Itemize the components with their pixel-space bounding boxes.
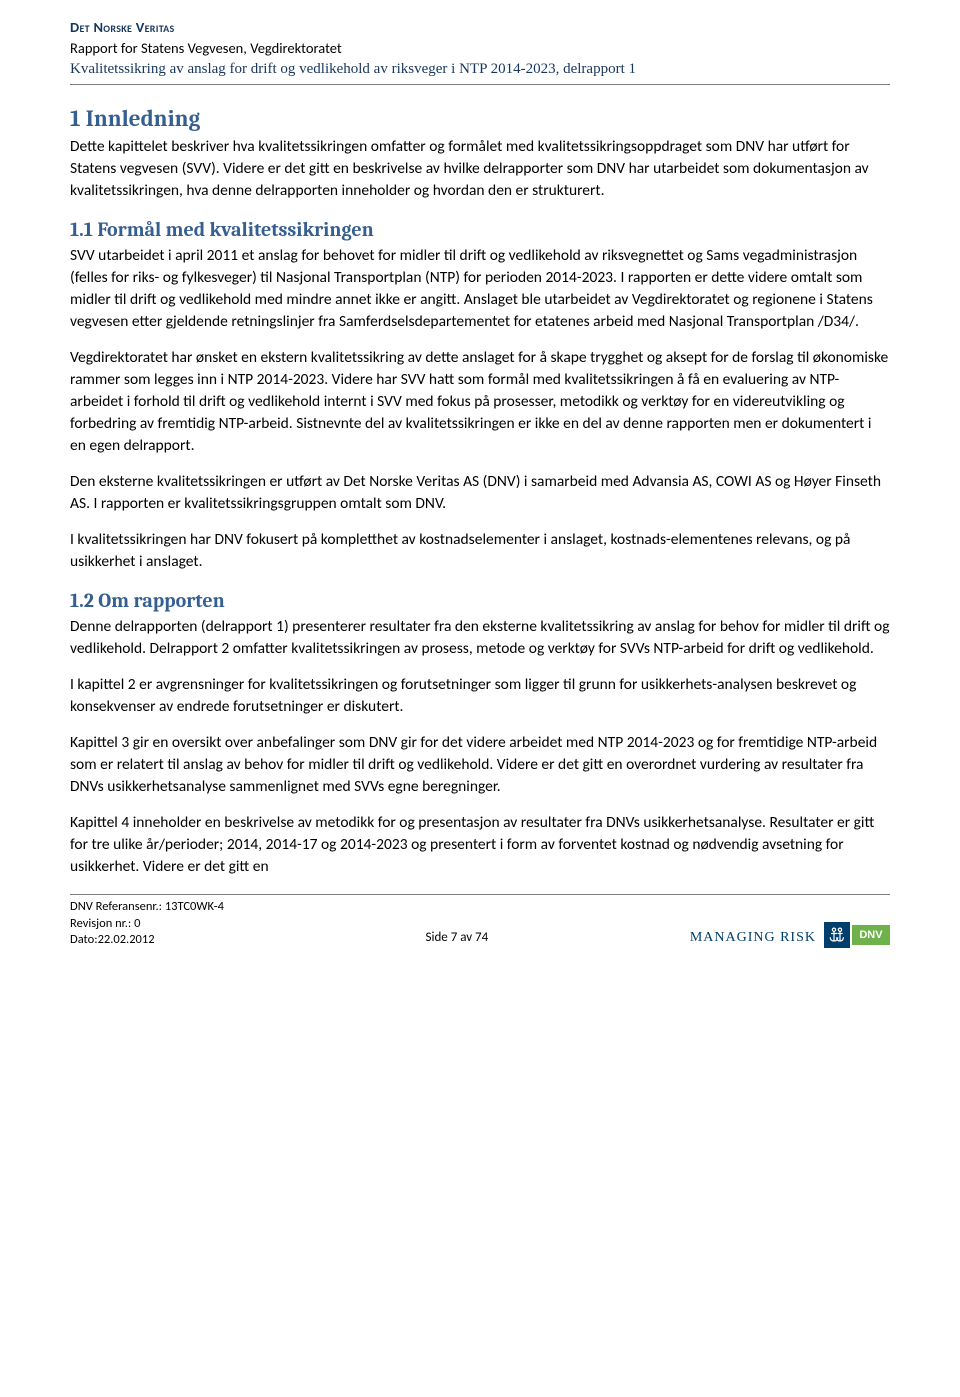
- footer-ref: DNV Referansenr.: 13TC0WK-4: [70, 899, 224, 915]
- section-1-2-p1: Denne delrapporten (delrapport 1) presen…: [70, 616, 890, 660]
- footer-left: DNV Referansenr.: 13TC0WK-4 Revisjon nr.…: [70, 899, 224, 948]
- footer-date: Dato:22.02.2012: [70, 932, 224, 948]
- section-1-title: 1 Innledning: [70, 103, 890, 134]
- section-1-1-p2: Vegdirektoratet har ønsket en ekstern kv…: [70, 347, 890, 457]
- anchor-icon: [824, 922, 850, 948]
- section-1-1-p1: SVV utarbeidet i april 2011 et anslag fo…: [70, 245, 890, 333]
- footer-managing-risk: MANAGING RISK: [690, 929, 816, 948]
- section-1-2-p3: Kapittel 3 gir en oversikt over anbefali…: [70, 732, 890, 798]
- footer-rev: Revisjon nr.: 0: [70, 916, 224, 932]
- dnv-logo: DNV: [824, 922, 890, 948]
- section-1-2-p2: I kapittel 2 er avgrensninger for kvalit…: [70, 674, 890, 718]
- header-sub2: Kvalitetssikring av anslag for drift og …: [70, 59, 890, 79]
- header-sub1: Rapport for Statens Vegvesen, Vegdirekto…: [70, 39, 890, 59]
- page-footer: DNV Referansenr.: 13TC0WK-4 Revisjon nr.…: [70, 899, 890, 960]
- section-1-1-title: 1.1 Formål med kvalitetssikringen: [70, 216, 890, 243]
- header-rule: [70, 84, 890, 85]
- header-org: Det Norske Veritas: [70, 18, 890, 38]
- dnv-box-label: DNV: [852, 925, 890, 945]
- section-1-1-p3: Den eksterne kvalitetssikringen er utfør…: [70, 471, 890, 515]
- section-1-1-p4: I kvalitetssikringen har DNV fokusert på…: [70, 529, 890, 573]
- section-1-2-p4: Kapittel 4 inneholder en beskrivelse av …: [70, 812, 890, 878]
- section-1-2-title: 1.2 Om rapporten: [70, 587, 890, 614]
- footer-page: Side 7 av 74: [426, 929, 489, 949]
- page-header: Det Norske Veritas Rapport for Statens V…: [70, 18, 890, 85]
- section-1-intro: Dette kapittelet beskriver hva kvalitets…: [70, 136, 890, 202]
- footer-rule: [70, 894, 890, 895]
- footer-right: MANAGING RISK: [690, 922, 890, 948]
